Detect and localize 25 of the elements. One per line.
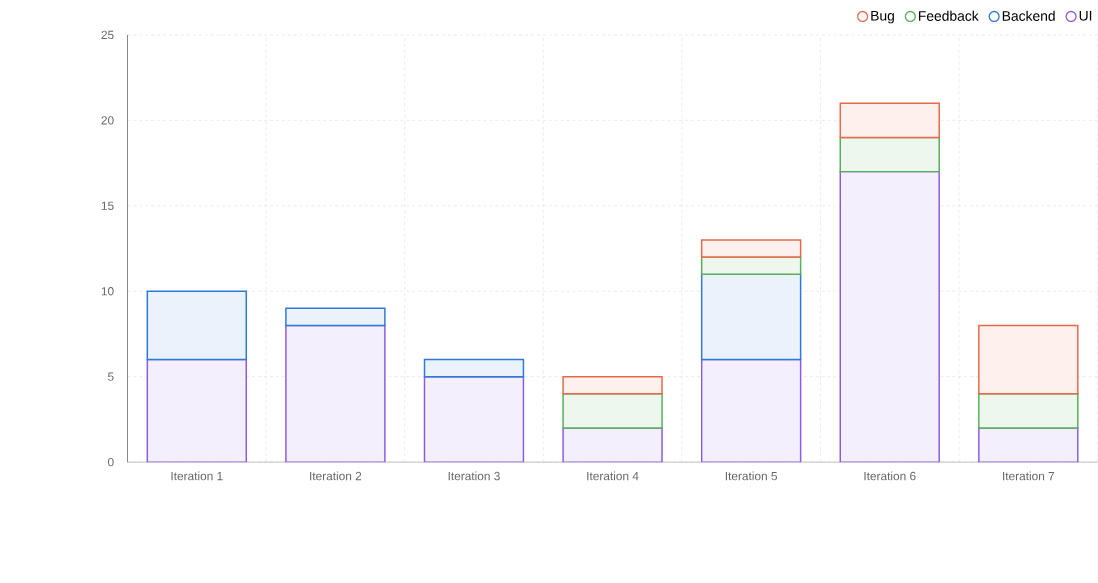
x-tick-label: Iteration 2 — [310, 471, 362, 481]
legend-label: Bug — [871, 10, 894, 24]
y-tick-label: 15 — [101, 201, 114, 210]
x-tick-label: Iteration 3 — [448, 471, 500, 481]
bar — [700, 256, 802, 275]
legend-label: UI — [1079, 10, 1092, 21]
x-tick-label: Iteration 6 — [864, 471, 916, 481]
x-tick-label: Iteration 1 — [171, 471, 223, 481]
y-tick-label: 20 — [101, 115, 114, 125]
x-tick-label: Iteration 4 — [587, 471, 639, 481]
legend-label: Feedback — [919, 10, 979, 21]
y-tick-label: 10 — [101, 286, 114, 296]
bar — [562, 375, 663, 395]
y-tick-label: 5 — [108, 372, 114, 381]
bar — [978, 392, 1079, 429]
legend-label: Backend — [1002, 10, 1055, 21]
bar — [839, 102, 940, 138]
y-tick-label: 25 — [101, 30, 114, 39]
bar — [562, 392, 663, 429]
bar — [839, 136, 940, 173]
bar — [700, 239, 802, 258]
x-tick-label: Iteration 5 — [725, 471, 778, 481]
y-tick-label: 0 — [107, 457, 114, 467]
bar — [978, 324, 1079, 395]
x-tick-label: Iteration 7 — [1003, 471, 1055, 481]
